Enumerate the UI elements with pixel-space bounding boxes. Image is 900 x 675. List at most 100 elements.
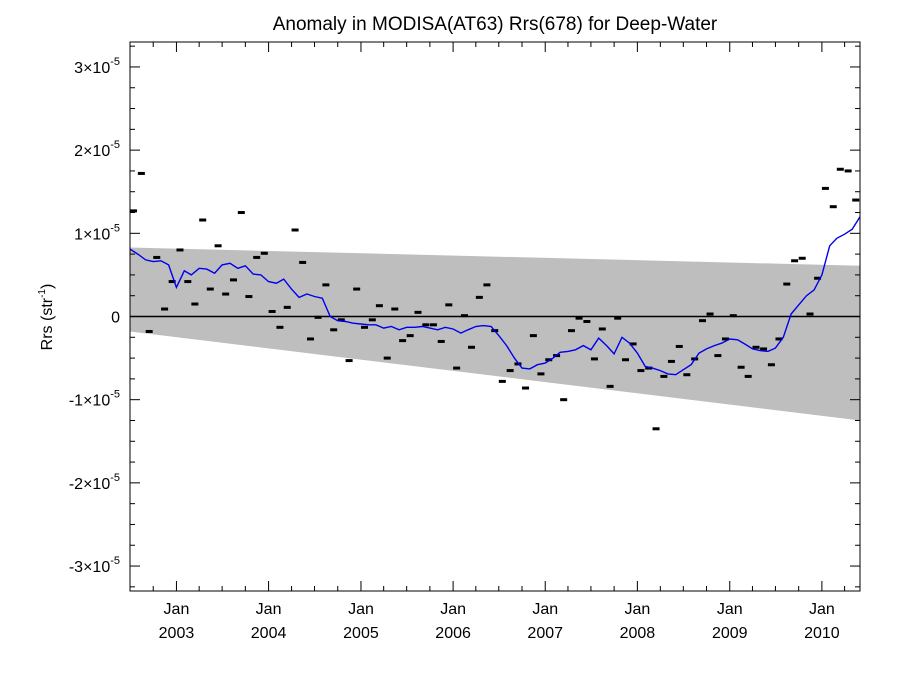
y-tick-mantissa: 3×10 — [74, 60, 110, 77]
data-point — [306, 337, 314, 341]
y-tick-label: 1×10-5 — [74, 222, 120, 243]
data-point — [836, 167, 844, 171]
y-axis-label: Rrs (str-1) — [37, 284, 56, 351]
data-point — [821, 186, 829, 190]
y-tick-exponent: -5 — [110, 139, 120, 151]
data-point — [253, 255, 261, 259]
data-point — [375, 304, 383, 308]
x-tick-year: 2004 — [251, 625, 287, 642]
data-point — [775, 337, 783, 341]
data-point — [714, 354, 722, 358]
data-point — [145, 329, 153, 333]
x-tick-month: Jan — [624, 601, 650, 618]
data-point — [767, 363, 775, 367]
y-axis-label-base: Rrs (str — [39, 297, 56, 350]
data-point — [414, 310, 422, 314]
data-point — [583, 319, 591, 323]
data-point — [652, 427, 660, 431]
x-tick-month: Jan — [348, 601, 374, 618]
x-tick-month: Jan — [532, 601, 558, 618]
data-point — [184, 280, 192, 284]
data-point — [176, 248, 184, 252]
data-point — [337, 318, 345, 322]
y-tick-exponent: -5 — [110, 472, 120, 484]
data-point — [752, 345, 760, 349]
x-tick-month: Jan — [440, 601, 466, 618]
y-tick-mantissa: -1×10 — [69, 393, 110, 410]
x-tick-month: Jan — [809, 601, 835, 618]
data-point — [629, 342, 637, 346]
data-point — [567, 329, 575, 333]
x-tick-month: Jan — [164, 601, 190, 618]
data-point — [852, 198, 860, 202]
data-point — [706, 312, 714, 316]
data-point — [260, 251, 268, 255]
y-axis-ticks: 3×10-52×10-51×10-50-1×10-5-2×10-5-3×10-5 — [69, 45, 860, 588]
data-point — [445, 303, 453, 307]
y-tick-exponent: -5 — [110, 222, 120, 234]
data-point — [721, 337, 729, 341]
data-point — [406, 334, 414, 338]
data-point — [660, 374, 668, 378]
data-point — [468, 345, 476, 349]
data-point — [399, 339, 407, 343]
confidence-band — [130, 247, 860, 421]
data-point — [675, 344, 683, 348]
data-point — [222, 292, 230, 296]
data-point — [322, 283, 330, 287]
data-point — [345, 359, 353, 363]
y-tick-exponent: -5 — [110, 56, 120, 68]
data-point — [614, 316, 622, 320]
data-point — [760, 347, 768, 351]
data-point — [360, 325, 368, 329]
data-point — [506, 369, 514, 373]
data-point — [161, 307, 169, 311]
y-tick-exponent: -5 — [110, 389, 120, 401]
x-tick-month: Jan — [717, 601, 743, 618]
x-tick-year: 2003 — [159, 625, 195, 642]
data-point — [667, 359, 675, 363]
x-tick-month: Jan — [256, 601, 282, 618]
data-point — [622, 358, 630, 362]
data-point — [498, 379, 506, 383]
data-point — [291, 228, 299, 232]
data-point — [199, 218, 207, 222]
data-point — [330, 328, 338, 332]
data-point — [245, 295, 253, 299]
y-tick-label: 3×10-5 — [74, 56, 120, 77]
data-point — [798, 256, 806, 260]
data-point — [237, 211, 245, 215]
data-point — [422, 323, 430, 327]
data-point — [276, 325, 284, 329]
data-point — [737, 365, 745, 369]
data-point — [590, 357, 598, 361]
y-tick-label: -1×10-5 — [69, 389, 120, 410]
data-point — [645, 366, 653, 370]
data-point — [598, 327, 606, 331]
data-point — [429, 323, 437, 327]
data-point — [453, 366, 461, 370]
data-point — [575, 316, 583, 320]
data-point — [130, 209, 138, 213]
data-point — [153, 255, 161, 259]
data-point — [383, 356, 391, 360]
running-mean-line — [129, 216, 861, 376]
y-tick-label: -3×10-5 — [69, 555, 120, 576]
data-point — [314, 315, 322, 319]
x-tick-year: 2008 — [620, 625, 656, 642]
y-tick-label: 0 — [111, 310, 120, 327]
data-point — [299, 260, 307, 264]
y-tick-label: 2×10-5 — [74, 139, 120, 160]
data-point — [829, 205, 837, 209]
data-point — [744, 374, 752, 378]
data-point — [191, 302, 199, 306]
data-point — [783, 282, 791, 286]
data-point — [475, 295, 483, 299]
x-axis-ticks: Jan 2003 Jan 2004 Jan 2005 Jan 2006 Jan 2007 Jan 20… — [129, 42, 846, 642]
plot-area — [129, 167, 861, 431]
chart-title: Anomaly in MODISA(AT63) Rrs(678) for Dee… — [273, 14, 718, 35]
data-point — [729, 314, 737, 318]
data-point — [137, 171, 145, 175]
data-point — [206, 287, 214, 291]
data-point — [814, 276, 822, 280]
